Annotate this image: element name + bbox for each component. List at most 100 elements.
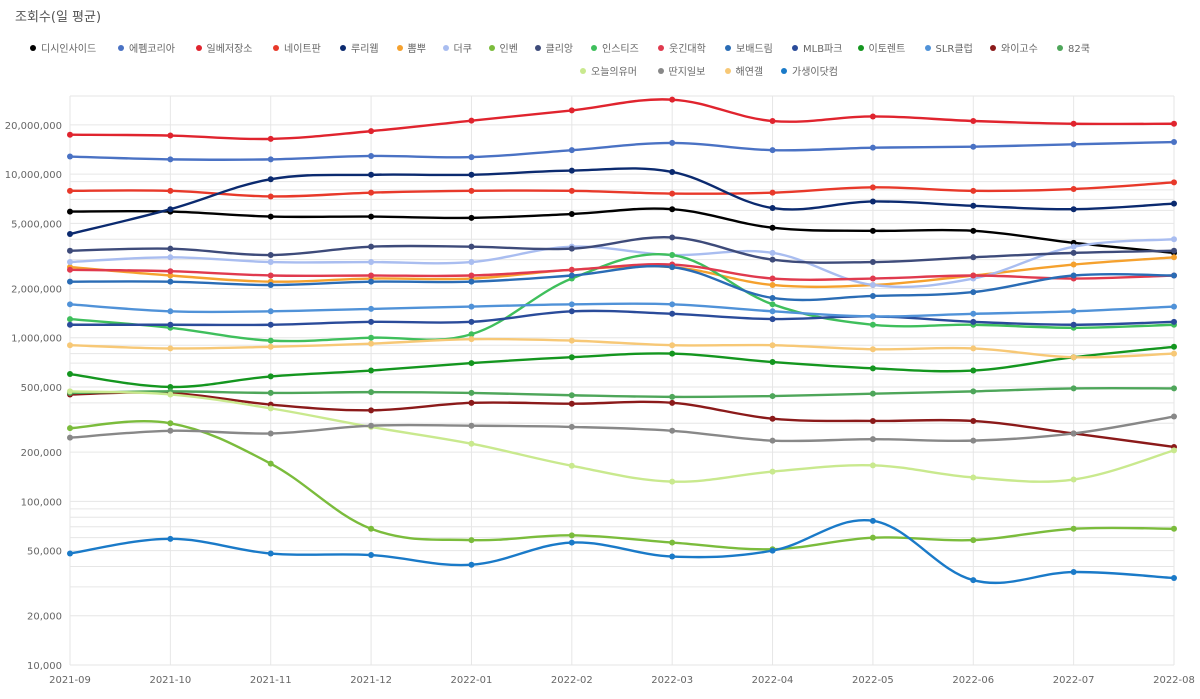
data-point bbox=[67, 153, 73, 160]
y-tick-label: 10,000,000 bbox=[5, 170, 62, 181]
x-tick-label: 2022-02 bbox=[551, 675, 593, 686]
data-point bbox=[67, 278, 73, 285]
data-point bbox=[669, 264, 676, 271]
data-point bbox=[1070, 525, 1077, 532]
data-point bbox=[568, 211, 575, 218]
legend-item[interactable]: 해연갤 bbox=[724, 63, 763, 78]
data-point bbox=[67, 321, 73, 328]
legend-item[interactable]: 보배드림 bbox=[725, 40, 773, 55]
data-point bbox=[67, 266, 73, 273]
data-point bbox=[1070, 249, 1077, 256]
x-tick-label: 2021-11 bbox=[250, 675, 292, 686]
legend-item[interactable]: 웃긴대학 bbox=[658, 40, 706, 55]
data-point bbox=[167, 308, 174, 315]
data-point bbox=[267, 193, 274, 200]
legend-marker-icon bbox=[781, 68, 787, 74]
data-point bbox=[769, 468, 776, 475]
x-tick-label: 2022-08 bbox=[1153, 675, 1195, 686]
data-point bbox=[970, 318, 977, 325]
data-point bbox=[970, 417, 977, 424]
legend-item[interactable]: 루리웹 bbox=[340, 40, 379, 55]
data-point bbox=[1171, 343, 1177, 350]
data-point bbox=[167, 535, 174, 542]
data-point bbox=[769, 393, 776, 400]
data-point bbox=[468, 278, 475, 285]
x-tick-label: 2022-04 bbox=[752, 675, 794, 686]
data-point bbox=[167, 278, 174, 285]
data-point bbox=[468, 214, 475, 221]
legend-item[interactable]: MLB파크 bbox=[792, 40, 842, 55]
data-point bbox=[869, 292, 876, 299]
data-point bbox=[669, 234, 676, 241]
data-point bbox=[468, 389, 475, 396]
y-tick-label: 20,000,000 bbox=[5, 121, 62, 132]
legend-item[interactable]: 이토렌트 bbox=[857, 40, 906, 55]
data-point bbox=[1171, 120, 1177, 127]
data-point bbox=[869, 365, 876, 372]
legend-item[interactable]: 가생이닷컴 bbox=[781, 63, 838, 78]
data-point bbox=[267, 460, 274, 467]
data-point bbox=[568, 167, 575, 174]
data-point bbox=[67, 425, 73, 432]
data-point bbox=[267, 389, 274, 396]
legend-item[interactable]: 인스티즈 bbox=[591, 40, 639, 55]
x-tick-label: 2022-05 bbox=[852, 675, 894, 686]
data-point bbox=[568, 423, 575, 430]
series-lines bbox=[69, 98, 1175, 585]
data-point bbox=[167, 420, 174, 427]
data-point bbox=[769, 342, 776, 349]
data-point bbox=[568, 308, 575, 315]
legend-item[interactable]: 뽐뿌 bbox=[396, 40, 426, 55]
data-point bbox=[267, 156, 274, 163]
data-point bbox=[167, 245, 174, 252]
data-point bbox=[568, 266, 575, 273]
legend-marker-icon bbox=[340, 45, 346, 51]
data-point bbox=[368, 407, 375, 414]
data-point bbox=[1070, 243, 1077, 250]
legend-item[interactable]: 에펨코리아 bbox=[118, 40, 175, 55]
data-point bbox=[368, 272, 375, 279]
data-point bbox=[970, 202, 977, 209]
legend-label: 디시인사이드 bbox=[41, 44, 97, 55]
data-point bbox=[769, 147, 776, 154]
data-point bbox=[970, 254, 977, 261]
data-point bbox=[1171, 350, 1177, 357]
legend-marker-icon bbox=[195, 45, 202, 51]
series-line bbox=[69, 420, 1175, 551]
legend-item[interactable]: 디시인사이드 bbox=[30, 40, 96, 55]
data-point bbox=[669, 252, 676, 259]
legend-item[interactable]: 오늘의유머 bbox=[580, 63, 637, 78]
data-point bbox=[267, 176, 274, 183]
legend-item[interactable]: 네이트판 bbox=[273, 40, 321, 55]
data-point bbox=[769, 359, 776, 366]
series-line bbox=[69, 140, 1175, 161]
data-point bbox=[1171, 179, 1177, 186]
legend-marker-icon bbox=[857, 45, 864, 51]
data-point bbox=[267, 373, 274, 380]
legend-item[interactable]: SLR클럽 bbox=[924, 40, 973, 55]
x-tick-label: 2022-07 bbox=[1053, 675, 1095, 686]
data-point bbox=[1171, 447, 1177, 454]
data-point bbox=[67, 131, 73, 138]
data-point bbox=[167, 345, 174, 352]
legend-label: 이토렌트 bbox=[868, 44, 906, 55]
data-point bbox=[1171, 200, 1177, 207]
legend-label: 네이트판 bbox=[284, 44, 321, 55]
data-point bbox=[769, 308, 776, 315]
data-point bbox=[368, 213, 375, 220]
legend-item[interactable]: 82쿡 bbox=[1057, 40, 1090, 55]
data-point bbox=[669, 206, 676, 213]
data-point bbox=[1070, 385, 1077, 392]
legend-marker-icon bbox=[591, 45, 597, 51]
legend-item[interactable]: 클리앙 bbox=[534, 40, 573, 55]
data-point bbox=[869, 313, 876, 320]
data-point bbox=[368, 152, 375, 159]
legend-item[interactable]: 인벤 bbox=[488, 40, 518, 55]
legend-item[interactable]: 일베저장소 bbox=[195, 40, 253, 55]
data-point bbox=[468, 318, 475, 325]
legend-item[interactable]: 딴지일보 bbox=[657, 63, 705, 78]
series-line bbox=[69, 309, 1175, 327]
data-point bbox=[267, 135, 274, 142]
legend-item[interactable]: 더쿠 bbox=[442, 40, 472, 55]
legend-item[interactable]: 와이고수 bbox=[990, 40, 1038, 55]
